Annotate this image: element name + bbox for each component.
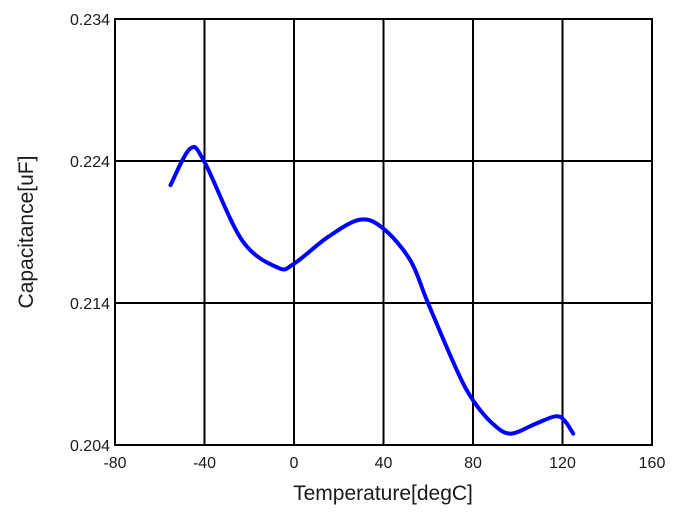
y-tick-labels: 0.204 0.214 0.224 0.234: [70, 12, 110, 455]
x-axis-label: Temperature[degC]: [293, 482, 473, 505]
x-tick-label: -80: [103, 455, 126, 472]
x-tick-label: 160: [639, 455, 666, 472]
x-tick-label: 0: [290, 455, 299, 472]
x-tick-label: 40: [375, 455, 393, 472]
series-line-capacitance: [168, 144, 576, 436]
y-axis-label: Capacitance[uF]: [15, 156, 38, 309]
x-tick-label: -40: [193, 455, 216, 472]
x-tick-label: 80: [464, 455, 482, 472]
y-tick-label: 0.214: [70, 296, 110, 313]
x-tick-label: 120: [549, 455, 576, 472]
x-tick-labels: -80 -40 0 40 80 120 160: [103, 455, 665, 472]
grid: [114, 18, 653, 446]
plot-frame: [114, 18, 653, 446]
y-tick-label: 0.234: [70, 12, 110, 29]
y-tick-label: 0.204: [70, 438, 110, 455]
y-tick-label: 0.224: [70, 154, 110, 171]
